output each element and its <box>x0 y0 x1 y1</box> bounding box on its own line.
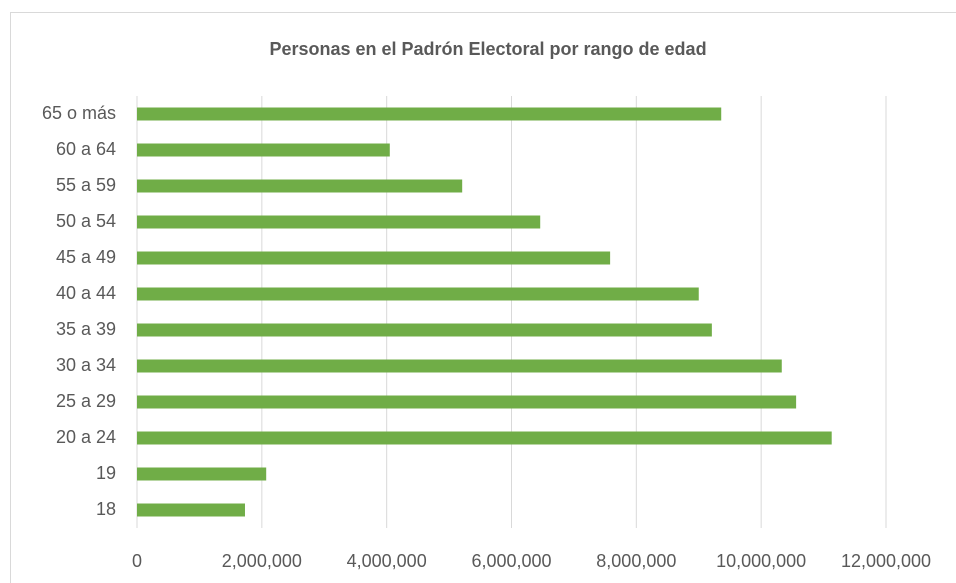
x-tick-label: 6,000,000 <box>471 551 551 571</box>
x-tick-label: 4,000,000 <box>347 551 427 571</box>
bar <box>137 287 699 301</box>
y-tick-label: 45 a 49 <box>56 247 116 267</box>
x-tick-label: 8,000,000 <box>596 551 676 571</box>
y-tick-label: 50 a 54 <box>56 211 116 231</box>
bar <box>137 467 267 481</box>
bar <box>137 431 832 445</box>
y-tick-label: 40 a 44 <box>56 283 116 303</box>
bar <box>137 107 722 121</box>
bar <box>137 215 541 229</box>
bar <box>137 179 463 193</box>
x-tick-label: 10,000,000 <box>716 551 806 571</box>
x-tick-label: 0 <box>132 551 142 571</box>
y-tick-label: 35 a 39 <box>56 319 116 339</box>
x-tick-label: 2,000,000 <box>222 551 302 571</box>
x-tick-label: 12,000,000 <box>841 551 931 571</box>
bar <box>137 359 782 373</box>
chart-title: Personas en el Padrón Electoral por rang… <box>269 39 706 59</box>
y-tick-label: 60 a 64 <box>56 139 116 159</box>
y-tick-label: 20 a 24 <box>56 427 116 447</box>
y-tick-label: 19 <box>96 463 116 483</box>
y-tick-label: 55 a 59 <box>56 175 116 195</box>
bar <box>137 143 390 157</box>
bar <box>137 251 611 265</box>
bar <box>137 395 797 409</box>
y-tick-label: 65 o más <box>42 103 116 123</box>
y-tick-label: 25 a 29 <box>56 391 116 411</box>
y-tick-label: 18 <box>96 499 116 519</box>
y-tick-label: 30 a 34 <box>56 355 116 375</box>
bar <box>137 503 245 517</box>
bar <box>137 323 712 337</box>
